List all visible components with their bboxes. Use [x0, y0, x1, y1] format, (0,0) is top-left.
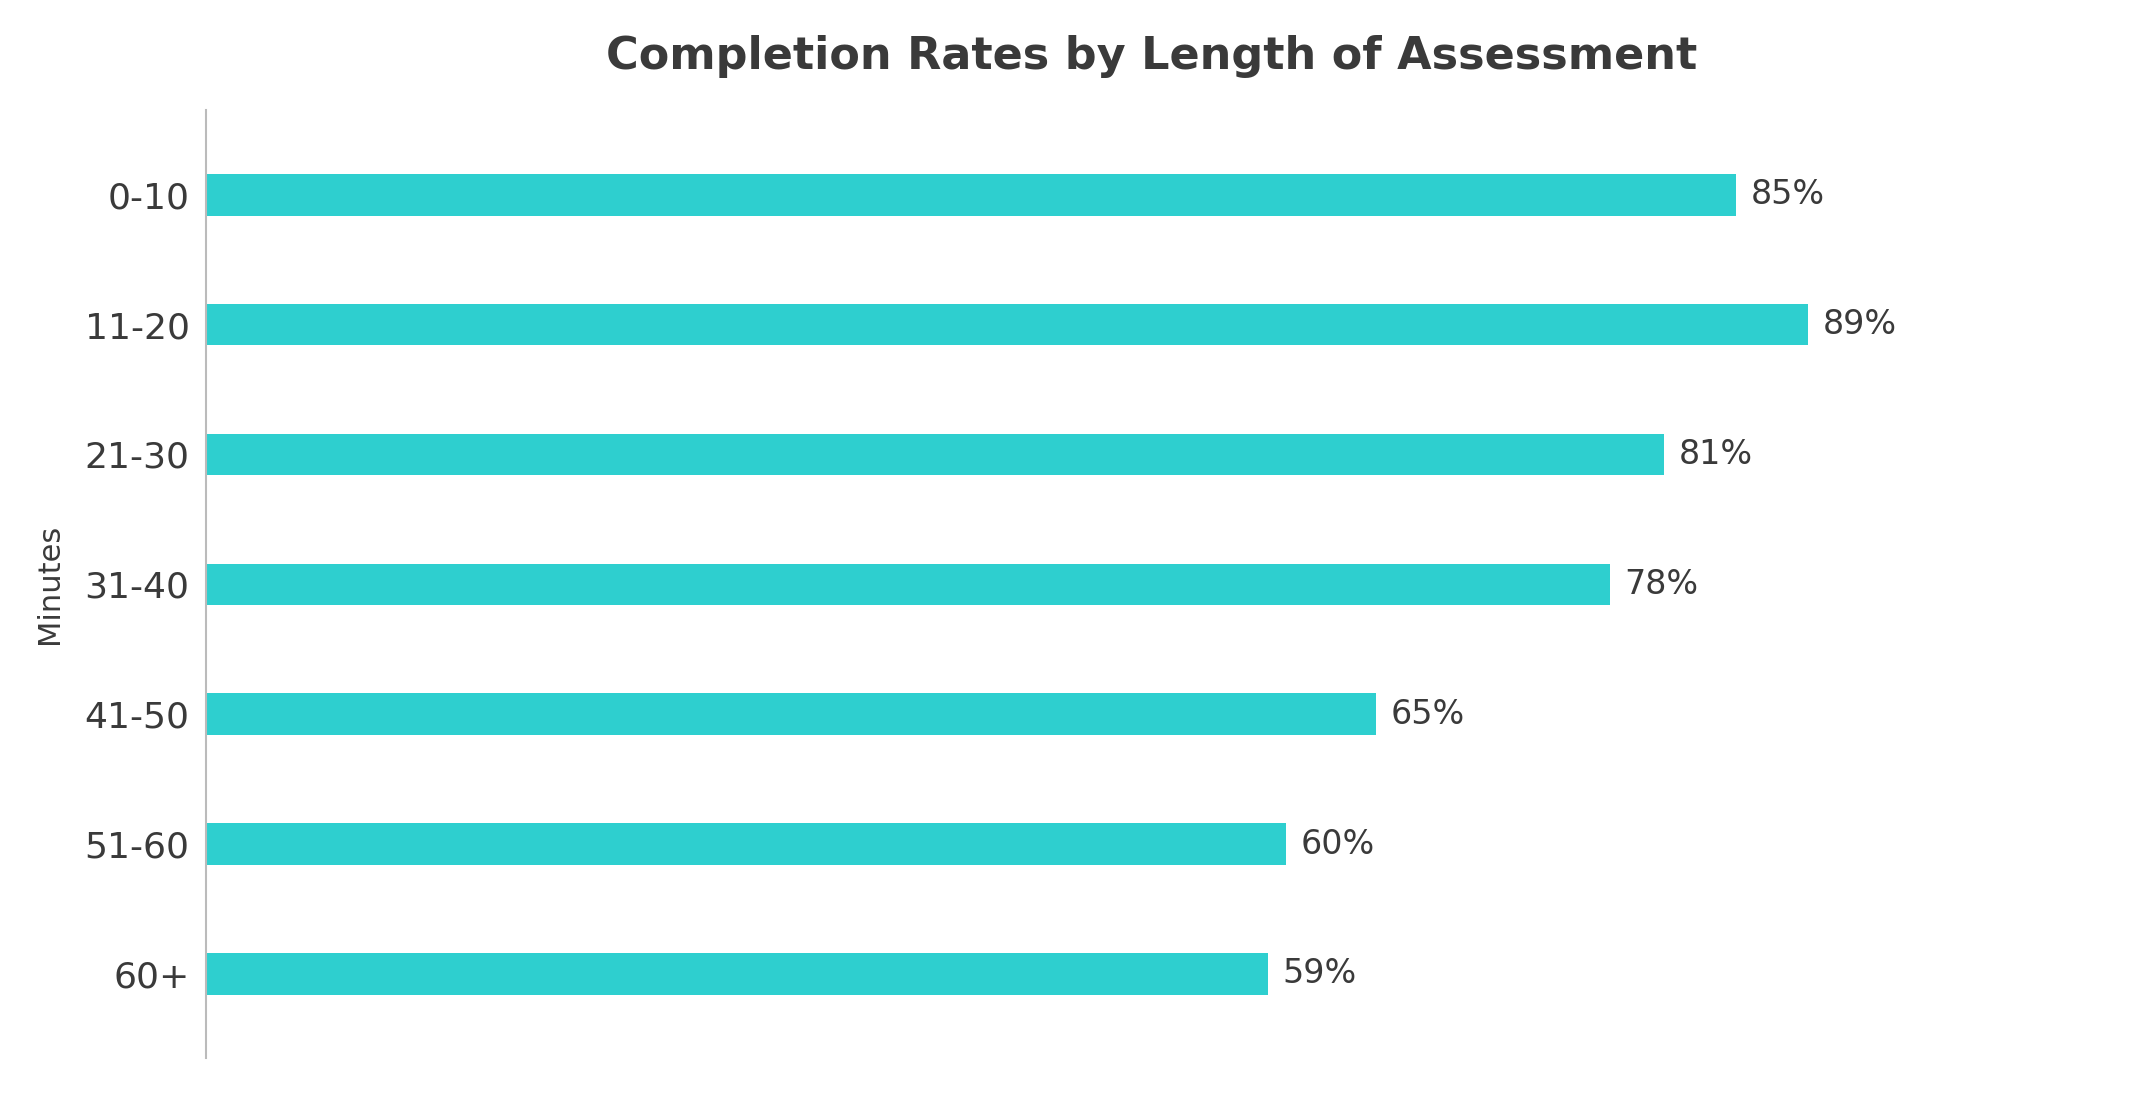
- Bar: [207, 693, 1377, 734]
- Bar: [207, 304, 1809, 345]
- Text: 89%: 89%: [1822, 308, 1897, 341]
- Title: Completion Rates by Length of Assessment: Completion Rates by Length of Assessment: [605, 35, 1696, 78]
- Text: 65%: 65%: [1392, 697, 1464, 731]
- Bar: [207, 953, 1268, 995]
- Text: 78%: 78%: [1624, 568, 1698, 601]
- Bar: [207, 174, 1737, 215]
- Text: 60%: 60%: [1300, 827, 1374, 860]
- Bar: [207, 564, 1611, 606]
- Bar: [207, 434, 1664, 475]
- Text: 85%: 85%: [1752, 178, 1824, 211]
- Bar: [207, 823, 1287, 865]
- Text: 81%: 81%: [1679, 438, 1754, 471]
- Y-axis label: Minutes: Minutes: [34, 525, 64, 645]
- Text: 59%: 59%: [1283, 957, 1357, 990]
